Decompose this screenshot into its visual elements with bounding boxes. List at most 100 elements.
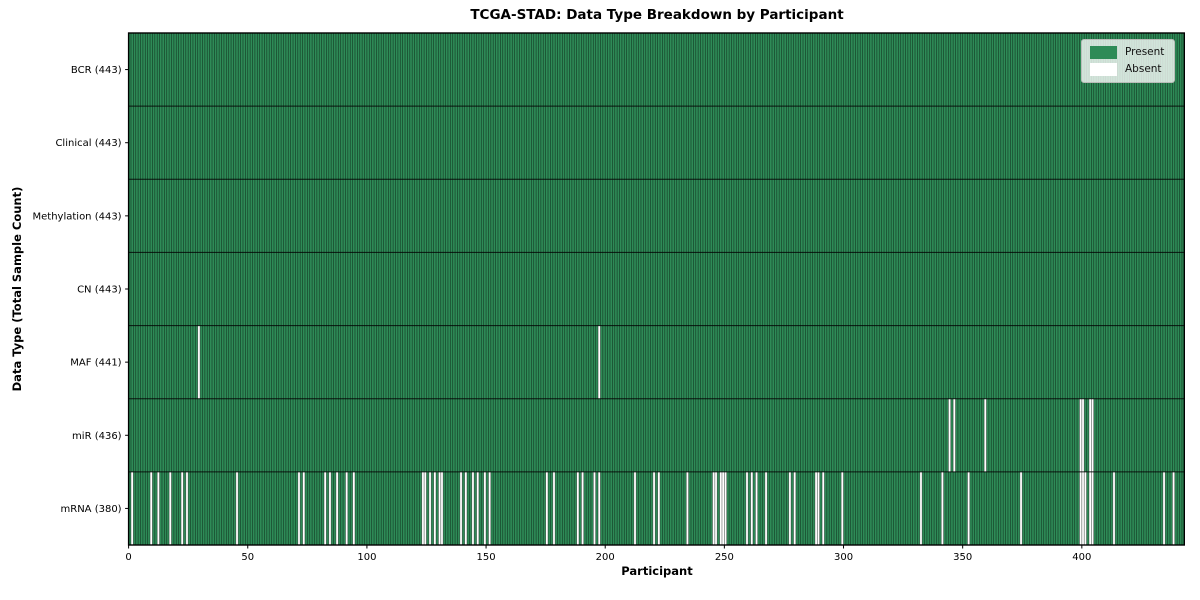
absent-cell (302, 471, 305, 545)
x-tick-label: 150 (477, 552, 496, 563)
absent-cell (598, 325, 601, 399)
absent-cell (598, 471, 601, 545)
absent-cell (157, 471, 160, 545)
row-present-band (128, 179, 1185, 253)
row-present-band (128, 33, 1185, 107)
absent-cell (721, 471, 725, 545)
absent-cell (755, 471, 758, 545)
absent-cell (1079, 471, 1082, 545)
x-tick-label: 0 (125, 552, 131, 563)
legend-entry-absent: Absent (1090, 63, 1164, 76)
absent-cell (545, 471, 549, 545)
y-tick-label: Methylation (443) (33, 211, 122, 222)
absent-cell (185, 471, 189, 545)
x-tick-label: 300 (834, 552, 853, 563)
absent-cell (788, 471, 792, 545)
x-tick-label: 100 (357, 552, 376, 563)
absent-cell (471, 471, 475, 545)
absent-cell (197, 325, 201, 399)
x-tick-label: 250 (715, 552, 734, 563)
absent-cell (440, 471, 444, 545)
chart-title: TCGA-STAD: Data Type Breakdown by Partic… (470, 7, 844, 23)
absent-cell (476, 471, 479, 545)
row-present-band (128, 106, 1185, 180)
absent-cell (657, 471, 661, 545)
absent-cell (1079, 398, 1082, 472)
absent-cell (1081, 398, 1085, 472)
absent-cell (1091, 398, 1094, 472)
absent-cell (948, 398, 951, 472)
x-tick-label: 400 (1072, 552, 1091, 563)
absent-cell (424, 471, 427, 545)
absent-cell (581, 471, 584, 545)
absent-cell (459, 471, 463, 545)
absent-cell (1162, 471, 1166, 545)
y-tick-label: mRNA (380) (61, 504, 122, 515)
absent-cell (841, 471, 844, 545)
absent-cell (941, 471, 944, 545)
absent-cell (428, 471, 432, 545)
absent-cell (552, 471, 556, 545)
absent-cell (719, 471, 722, 545)
absent-cell (712, 471, 715, 545)
absent-cell (488, 471, 491, 545)
y-tick-label: BCR (443) (71, 65, 122, 76)
absent-cell (714, 471, 718, 545)
legend-absent-swatch (1090, 63, 1117, 76)
absent-cell (324, 471, 327, 545)
row-present-band (128, 398, 1185, 472)
x-tick-label: 50 (241, 552, 254, 563)
absent-cell (438, 471, 441, 545)
absent-cell (1081, 471, 1085, 545)
absent-cell (793, 471, 796, 545)
row-present-band (128, 325, 1185, 399)
legend-present-label: Present (1125, 46, 1165, 58)
y-tick-label: Clinical (443) (55, 138, 121, 149)
absent-cell (130, 471, 134, 545)
absent-cell (297, 471, 301, 545)
absent-cell (483, 471, 487, 545)
absent-cell (181, 471, 184, 545)
absent-cell (764, 471, 768, 545)
absent-cell (686, 471, 689, 545)
absent-cell (335, 471, 339, 545)
absent-cell (817, 471, 820, 545)
absent-cell (822, 471, 825, 545)
absent-cell (633, 471, 637, 545)
row-present-band (128, 471, 1185, 545)
absent-cell (1112, 471, 1116, 545)
legend-present-swatch (1090, 46, 1117, 59)
absent-cell (169, 471, 172, 545)
absent-cell (1172, 471, 1175, 545)
legend-entry-present: Present (1090, 46, 1164, 59)
y-tick-label: miR (436) (72, 431, 122, 442)
absent-cell (328, 471, 332, 545)
absent-cell (967, 471, 970, 545)
absent-cell (919, 471, 923, 545)
absent-cell (953, 398, 956, 472)
absent-cell (745, 471, 749, 545)
absent-cell (593, 471, 596, 545)
absent-cell (421, 471, 425, 545)
absent-cell (1088, 471, 1092, 545)
absent-cell (1088, 398, 1092, 472)
legend-absent-label: Absent (1125, 63, 1162, 75)
absent-cell (984, 398, 987, 472)
absent-cell (814, 471, 818, 545)
y-tick-label: MAF (441) (70, 358, 121, 369)
absent-cell (150, 471, 153, 545)
absent-cell (1019, 471, 1023, 545)
legend: Present Absent (1081, 39, 1176, 83)
row-present-band (128, 252, 1185, 326)
absent-cell (464, 471, 467, 545)
absent-cell (235, 471, 239, 545)
row-separator-lines (128, 105, 1185, 473)
y-tick-label: CN (443) (77, 285, 122, 296)
absent-cell (433, 471, 437, 545)
absent-cell (724, 471, 727, 545)
x-tick-label: 350 (953, 552, 972, 563)
absent-cell (352, 471, 355, 545)
absent-cell (1084, 471, 1087, 545)
absent-cell (750, 471, 753, 545)
